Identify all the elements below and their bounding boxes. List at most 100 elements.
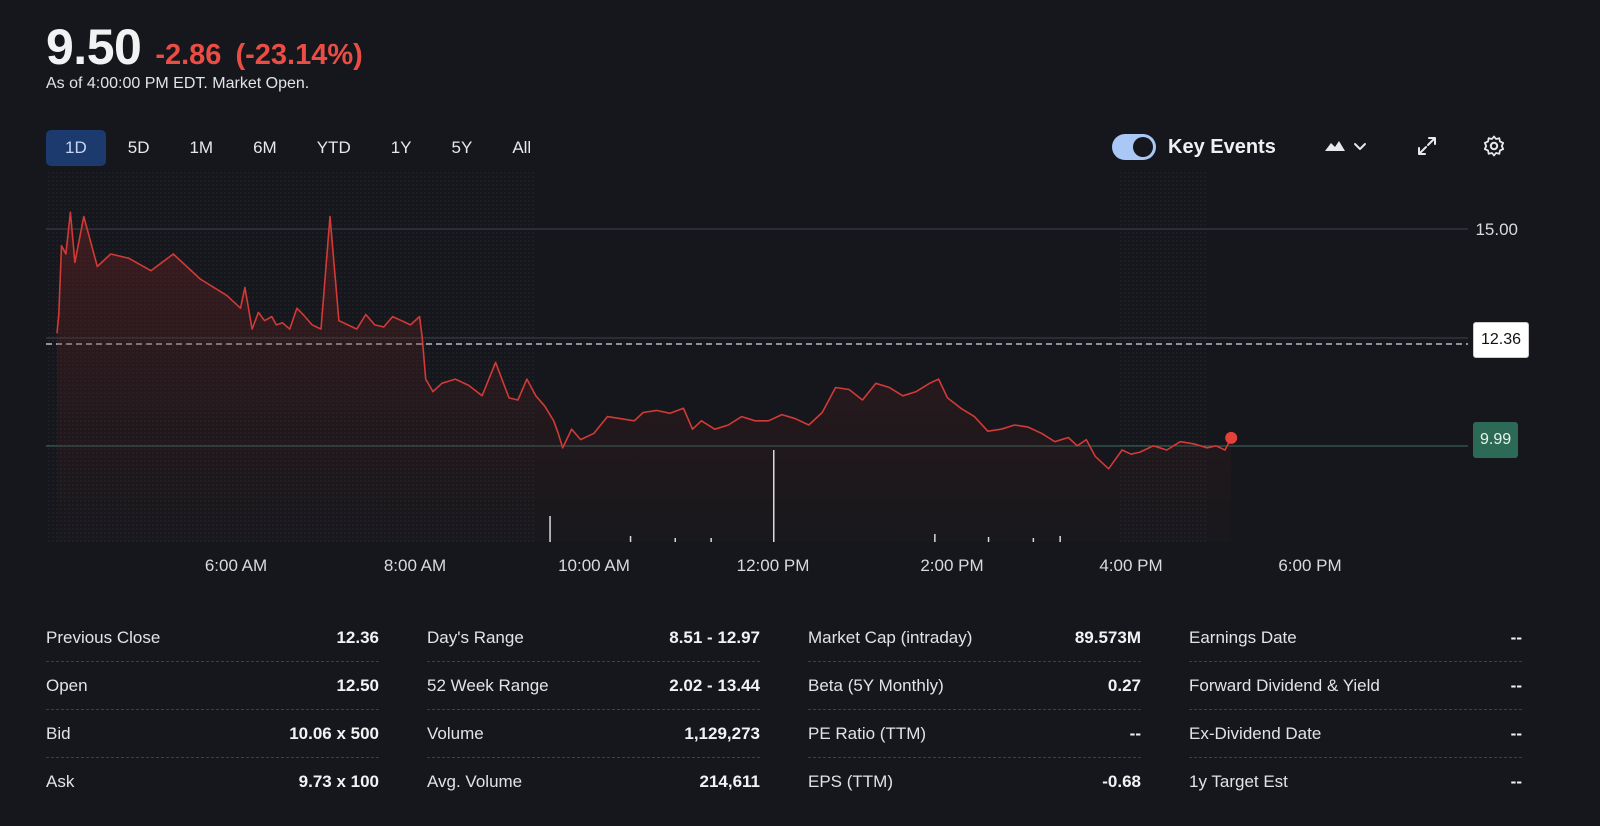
current-price-tag: 9.99: [1473, 422, 1519, 458]
stat-value: 8.51 - 12.97: [669, 627, 760, 647]
stat-row: Ask 9.73 x 100: [46, 758, 379, 806]
range-selector: 1D 5D 1M 6M YTD 1Y 5Y All: [46, 130, 553, 166]
expand-icon: [1418, 137, 1436, 155]
market-status: As of 4:00:00 PM EDT. Market Open.: [46, 75, 310, 92]
expand-button[interactable]: [1412, 131, 1442, 161]
range-1y[interactable]: 1Y: [390, 138, 412, 157]
stat-row: Beta (5Y Monthly) 0.27: [808, 662, 1141, 710]
stat-label: Ask: [46, 772, 75, 791]
stat-value: 12.50: [336, 675, 379, 695]
price-line: [56, 211, 1232, 470]
stats-column: Market Cap (intraday) 89.573M Beta (5Y Mo…: [808, 614, 1141, 806]
stat-value: --: [1129, 723, 1141, 743]
range-6m[interactable]: 6M: [253, 138, 277, 157]
stat-label: 1y Target Est: [1189, 772, 1288, 791]
stat-label: Day's Range: [427, 627, 524, 647]
gear-icon: [1483, 135, 1505, 157]
stat-row: Open 12.50: [46, 662, 379, 710]
stat-value: 10.06 x 500: [289, 723, 379, 743]
stat-row: Forward Dividend & Yield --: [1189, 662, 1522, 710]
stat-label: Avg. Volume: [427, 772, 523, 791]
x-tick-label: 8:00 AM: [383, 556, 447, 575]
stat-value: 2.02 - 13.44: [669, 675, 760, 695]
volume-bar: [674, 538, 676, 542]
stat-value: -0.68: [1102, 772, 1141, 791]
range-ytd[interactable]: YTD: [316, 138, 351, 157]
x-tick-label: 2:00 PM: [920, 556, 984, 575]
quote-header: 9.50 -2.86 (-23.14%): [46, 18, 363, 76]
stat-row: Earnings Date --: [1189, 614, 1522, 662]
volume-bar: [629, 536, 632, 542]
volume-bar: [1059, 536, 1061, 542]
stat-value: --: [1510, 772, 1522, 791]
stats-column: Earnings Date -- Forward Dividend & Yield…: [1189, 614, 1522, 806]
volume-bar: [934, 534, 936, 542]
stat-label: Open: [46, 675, 88, 695]
price-change-percent: (-23.14%): [235, 39, 363, 71]
stat-row: Day's Range 8.51 - 12.97: [427, 614, 760, 662]
stat-label: Market Cap (intraday): [808, 627, 973, 647]
volume-bar: [987, 537, 990, 542]
volume-bar: [549, 516, 551, 542]
stat-value: 12.36: [336, 627, 379, 647]
stat-label: Bid: [46, 723, 71, 743]
stat-value: 1,129,273: [684, 723, 760, 743]
stat-row: 52 Week Range 2.02 - 13.44: [427, 662, 760, 710]
x-tick-label: 4:00 PM: [1099, 556, 1163, 575]
current-price: 9.50: [46, 19, 142, 75]
stat-row: Avg. Volume 214,611: [427, 758, 760, 806]
range-5y[interactable]: 5Y: [451, 138, 473, 157]
mountain-chart-icon: [1325, 141, 1366, 151]
stat-row: Ex-Dividend Date --: [1189, 710, 1522, 758]
stat-label: 52 Week Range: [427, 675, 549, 695]
volume-bars: [549, 450, 1061, 542]
key-events: Key Events: [1112, 134, 1276, 160]
stat-value: --: [1510, 723, 1522, 743]
x-tick-label: 12:00 PM: [736, 556, 810, 575]
price-chart[interactable]: 15.00: [0, 165, 1600, 585]
stats-column: Previous Close 12.36 Open 12.50 Bid 10.06 x…: [46, 614, 379, 806]
key-events-toggle[interactable]: [1112, 134, 1156, 160]
range-all[interactable]: All: [512, 138, 532, 157]
stat-row: Previous Close 12.36: [46, 614, 379, 662]
stat-label: Ex-Dividend Date: [1189, 723, 1322, 743]
x-tick-label: 6:00 AM: [204, 556, 268, 575]
stat-label: Forward Dividend & Yield: [1189, 675, 1380, 695]
range-5d[interactable]: 5D: [127, 138, 150, 157]
volume-bar: [1032, 538, 1035, 542]
stat-row: Market Cap (intraday) 89.573M: [808, 614, 1141, 662]
key-events-label: Key Events: [1168, 135, 1276, 158]
price-area: [57, 212, 1232, 543]
last-price-dot: [1225, 431, 1238, 444]
stat-row: Bid 10.06 x 500: [46, 710, 379, 758]
stat-label: PE Ratio (TTM): [808, 723, 927, 743]
price-change: -2.86: [155, 39, 222, 71]
range-1d[interactable]: 1D: [46, 130, 106, 166]
y-tick-label: 15.00: [1475, 220, 1518, 239]
volume-bar: [773, 450, 775, 542]
stat-row: 1y Target Est --: [1189, 758, 1522, 806]
x-tick-label: 10:00 AM: [558, 556, 630, 575]
stat-value: 214,611: [699, 772, 760, 791]
stat-row: PE Ratio (TTM) --: [808, 710, 1141, 758]
stat-value: --: [1510, 675, 1522, 695]
chart-type-dropdown[interactable]: [1322, 131, 1370, 161]
stat-label: Beta (5Y Monthly): [808, 675, 944, 695]
stat-label: Earnings Date: [1189, 627, 1297, 647]
previous-close-tag: 12.36: [1473, 322, 1530, 358]
toggle-knob: [1133, 137, 1153, 157]
settings-button[interactable]: [1479, 131, 1509, 161]
x-tick-label: 6:00 PM: [1278, 556, 1342, 575]
range-1m[interactable]: 1M: [189, 138, 214, 157]
quote-statistics: Previous Close 12.36 Open 12.50 Bid 10.06 x…: [46, 614, 1522, 806]
stat-label: EPS (TTM): [808, 772, 893, 791]
stats-column: Day's Range 8.51 - 12.97 52 Week Range 2.0…: [427, 614, 760, 806]
stat-value: 0.27: [1107, 675, 1141, 695]
stat-row: EPS (TTM) -0.68: [808, 758, 1141, 806]
chevron-down-icon: [1354, 143, 1366, 150]
stat-value: --: [1510, 627, 1522, 647]
stat-value: 9.73 x 100: [298, 772, 379, 791]
stat-label: Previous Close: [46, 627, 161, 647]
stat-value: 89.573M: [1074, 627, 1141, 647]
